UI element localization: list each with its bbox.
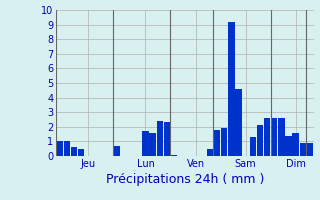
Bar [63, 141, 70, 156]
Bar [228, 22, 235, 156]
Bar [78, 149, 84, 156]
Bar [285, 136, 292, 156]
Bar [292, 133, 299, 156]
Bar [307, 143, 313, 156]
Bar [300, 143, 306, 156]
Bar [142, 131, 149, 156]
Bar [156, 121, 163, 156]
Bar [207, 149, 213, 156]
Bar [257, 125, 263, 156]
Bar [164, 122, 170, 156]
Bar [171, 155, 177, 156]
Bar [149, 133, 156, 156]
Bar [235, 89, 242, 156]
Bar [214, 130, 220, 156]
X-axis label: Précipitations 24h ( mm ): Précipitations 24h ( mm ) [106, 173, 264, 186]
Bar [264, 118, 270, 156]
Bar [114, 146, 120, 156]
Bar [278, 118, 284, 156]
Bar [71, 147, 77, 156]
Bar [56, 141, 63, 156]
Bar [221, 128, 228, 156]
Bar [250, 137, 256, 156]
Bar [271, 118, 277, 156]
